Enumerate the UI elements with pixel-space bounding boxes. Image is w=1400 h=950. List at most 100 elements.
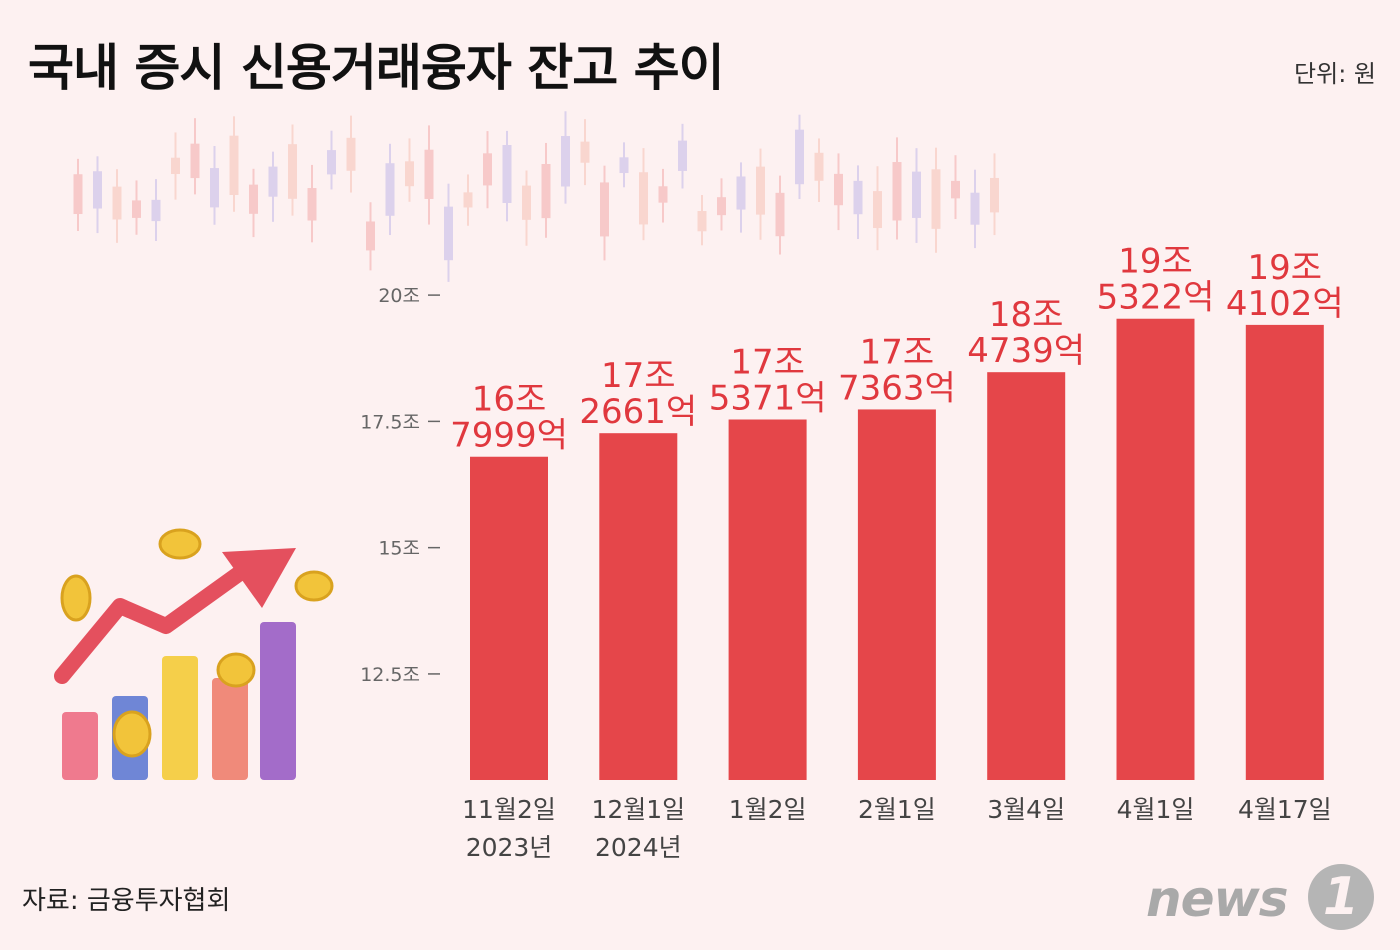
candle-body xyxy=(561,136,570,187)
candle-body xyxy=(229,135,239,196)
candle-body xyxy=(288,144,297,199)
candle-body xyxy=(756,166,765,215)
illustration-arrowhead xyxy=(222,548,296,608)
candle-body xyxy=(619,157,629,174)
candle-body xyxy=(385,163,395,216)
candle-body xyxy=(931,169,941,229)
x-category-label: 11월2일 xyxy=(462,795,556,824)
x-category-label: 4월1일 xyxy=(1117,795,1195,824)
y-axis: 12.5조 15조 17.5조 20조 xyxy=(360,285,440,686)
candle-body xyxy=(93,171,102,209)
y-tick-label: 20조 xyxy=(378,285,420,307)
candle-body xyxy=(210,168,219,208)
candle-body xyxy=(795,129,804,185)
candle-body xyxy=(424,149,434,199)
candle-body xyxy=(678,140,687,171)
candle-body xyxy=(366,221,375,251)
candle-body xyxy=(112,186,122,220)
coin-icon xyxy=(60,574,92,622)
coin-icon xyxy=(216,652,256,688)
candle-body xyxy=(327,150,336,175)
bar xyxy=(599,433,678,780)
bar xyxy=(1116,318,1195,780)
x-category-label: 2월1일 xyxy=(858,795,936,824)
candle-body xyxy=(892,162,902,221)
bar-value-label: 2661억 xyxy=(579,392,697,432)
candle-body xyxy=(658,186,668,203)
bar xyxy=(1245,324,1324,780)
candle-body xyxy=(814,152,824,181)
y-tick-label: 17.5조 xyxy=(360,411,420,433)
bar xyxy=(857,409,936,780)
growth-illustration xyxy=(54,528,334,780)
bar-value-label: 4102억 xyxy=(1226,284,1344,324)
chart-title: 국내 증시 신용거래융자 잔고 추이 xyxy=(28,39,725,97)
illustration-arrow xyxy=(54,562,252,684)
illustration-bar xyxy=(260,622,296,780)
candle-body xyxy=(249,184,258,214)
candle-body xyxy=(307,188,317,221)
bar-value-label: 7363억 xyxy=(838,368,956,408)
x-category-label: 3월4일 xyxy=(987,795,1065,824)
x-category-label: 2023년 xyxy=(466,833,553,862)
bar-value-label: 17조 xyxy=(730,343,805,383)
y-tick-label: 12.5조 xyxy=(360,664,420,686)
candle-body xyxy=(346,137,356,171)
decorative-candlestick-background xyxy=(73,111,999,282)
unit-label: 단위: 원 xyxy=(1294,60,1376,88)
candle-body xyxy=(171,157,180,175)
bar-value-label: 4739억 xyxy=(967,331,1085,371)
candle-body xyxy=(775,192,785,237)
candle-body xyxy=(541,164,551,219)
candle-body xyxy=(970,192,980,225)
bar-value-label: 19조 xyxy=(1248,248,1323,288)
bar-value-label: 5322억 xyxy=(1097,278,1215,318)
bar-series: 16조7999억17조2661억17조5371억17조7363억18조4739억… xyxy=(450,242,1344,780)
x-category-label: 1월2일 xyxy=(729,795,807,824)
bar-value-label: 17조 xyxy=(601,356,676,396)
candle-body xyxy=(873,191,882,229)
bar-value-label: 17조 xyxy=(860,332,935,372)
candle-body xyxy=(405,161,414,187)
candle-body xyxy=(502,145,512,204)
candle-body xyxy=(190,143,200,179)
bar-value-label: 7999억 xyxy=(450,416,568,456)
bar xyxy=(470,456,548,780)
candle-body xyxy=(853,180,863,215)
x-axis-labels: 11월2일 2023년 12월1일 2024년 1월2일 2월1일 3월4일 4월1일 4월17… xyxy=(462,795,1332,862)
candle-body xyxy=(151,199,161,222)
x-category-label: 2024년 xyxy=(595,833,682,862)
candle-body xyxy=(736,176,746,210)
candle-body xyxy=(444,206,453,261)
illustration-bar xyxy=(62,712,98,780)
bar-value-label: 19조 xyxy=(1118,242,1193,282)
candle-body xyxy=(717,197,726,216)
candle-body xyxy=(912,171,921,218)
coin-icon xyxy=(294,570,334,602)
source-note: 자료: 금융투자협회 xyxy=(22,886,231,916)
x-category-label: 12월1일 xyxy=(591,795,685,824)
candle-body xyxy=(483,153,492,186)
x-category-label: 4월17일 xyxy=(1238,795,1332,824)
illustration-bar xyxy=(162,656,198,780)
candle-body xyxy=(951,180,960,199)
coin-icon xyxy=(112,710,152,758)
candle-body xyxy=(580,141,590,163)
candle-body xyxy=(697,211,707,232)
illustration-bar xyxy=(212,678,248,780)
candle-body xyxy=(600,182,609,237)
logo-badge-number: 1 xyxy=(1322,867,1360,927)
candle-body xyxy=(73,174,83,215)
logo-badge: 1 xyxy=(1308,864,1374,930)
candle-body xyxy=(132,200,141,218)
bar xyxy=(987,372,1066,780)
bar-value-label: 16조 xyxy=(472,380,547,420)
logo-text: news xyxy=(1146,870,1288,928)
candle-body xyxy=(268,166,278,197)
bar-value-label: 5371억 xyxy=(709,379,827,419)
candle-body xyxy=(522,185,531,220)
y-tick-label: 15조 xyxy=(378,538,420,560)
candle-body xyxy=(990,177,999,213)
coin-icon xyxy=(158,528,202,560)
